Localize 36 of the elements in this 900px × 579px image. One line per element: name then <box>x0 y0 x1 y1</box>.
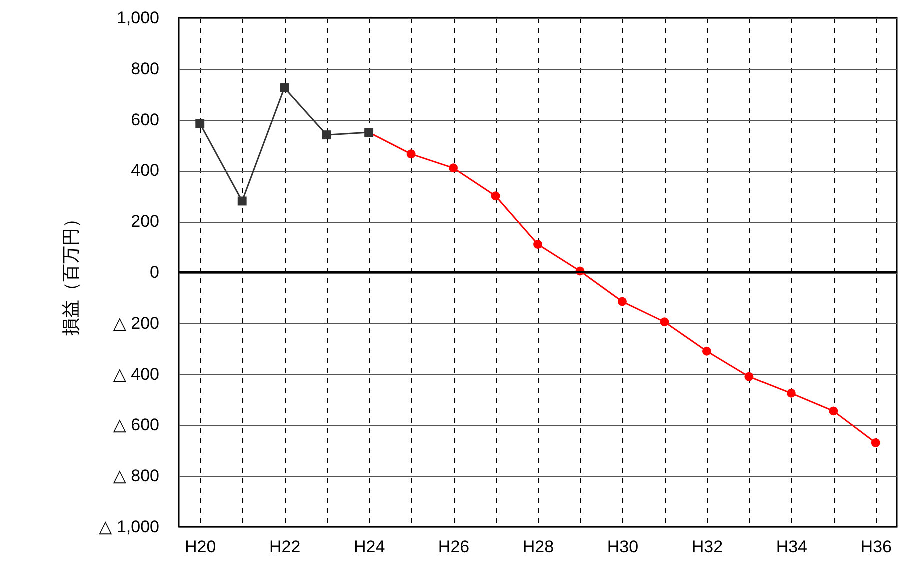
point <box>618 297 627 306</box>
point <box>702 346 712 356</box>
y-tick-label: 400 <box>131 161 160 180</box>
point <box>238 196 247 206</box>
y-tick-label: △ 600 <box>113 416 160 435</box>
point <box>534 240 542 249</box>
y-tick-label: 600 <box>131 110 160 130</box>
y-tick-label: △ 1,000 <box>99 518 160 536</box>
point <box>280 84 290 92</box>
x-tick-label: H36 <box>860 538 892 556</box>
y-tick-label: 200 <box>131 212 160 232</box>
x-tick-label: H30 <box>607 538 639 556</box>
x-tick-label: H24 <box>354 538 386 556</box>
x-tick-label: H28 <box>522 538 554 556</box>
y-tick-label: △ 800 <box>113 466 160 486</box>
x-tick-label: H34 <box>776 538 808 556</box>
x-tick-label: H26 <box>438 538 470 556</box>
x-tick-label: H20 <box>185 538 216 556</box>
y-tick-label: 0 <box>150 263 160 282</box>
y-tick-label: △ 200 <box>113 314 160 333</box>
point <box>322 130 332 140</box>
point <box>196 119 205 128</box>
point <box>786 388 796 398</box>
point <box>491 192 500 201</box>
point <box>871 438 880 448</box>
y-tick-label: △ 400 <box>113 364 160 384</box>
point <box>744 372 754 382</box>
y-tick-label: 1,000 <box>116 8 160 28</box>
point <box>660 318 670 327</box>
point <box>449 164 458 173</box>
y-tick-label: 800 <box>131 59 160 78</box>
point <box>829 406 838 416</box>
point <box>406 150 416 159</box>
x-tick-label: H22 <box>269 538 301 556</box>
y-axis-title: 損益（百万円） <box>61 210 82 336</box>
x-tick-label: H32 <box>692 538 724 556</box>
